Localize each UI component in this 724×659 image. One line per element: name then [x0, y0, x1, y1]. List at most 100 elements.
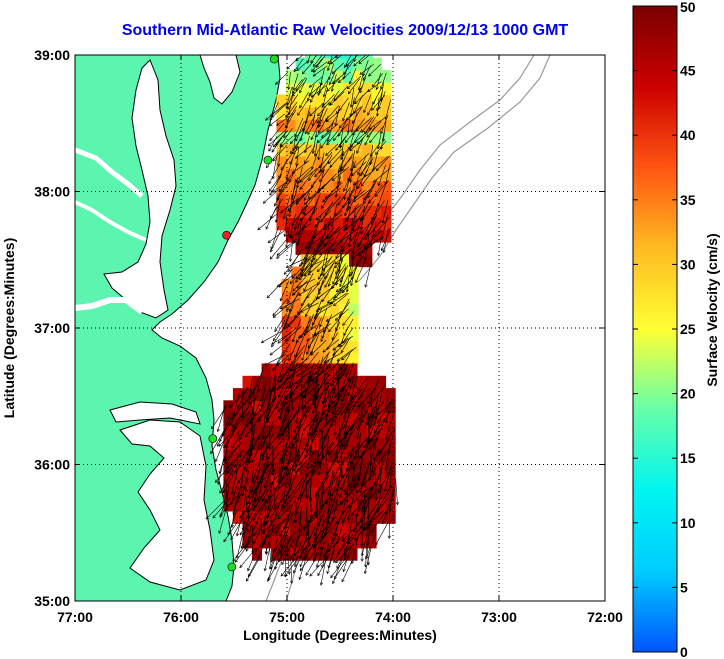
velocity-arrowhead: [321, 170, 325, 173]
velocity-cell: [252, 547, 263, 561]
velocity-arrowhead: [279, 417, 282, 421]
velocity-arrowhead: [255, 499, 258, 503]
velocity-arrowhead: [314, 251, 317, 255]
velocity-arrowhead: [280, 402, 284, 405]
velocity-arrow: [311, 218, 320, 242]
velocity-cell: [329, 266, 340, 280]
velocity-arrowhead: [332, 82, 336, 84]
velocity-arrowhead: [323, 400, 326, 404]
velocity-arrowhead: [285, 467, 287, 471]
velocity-arrowhead: [288, 409, 291, 413]
velocity-arrow: [267, 438, 284, 460]
velocity-arrowhead: [280, 212, 284, 214]
velocity-arrowhead: [341, 579, 345, 583]
velocity-arrowhead: [270, 118, 273, 121]
velocity-cell: [223, 474, 234, 487]
velocity-arrowhead: [337, 552, 341, 555]
velocity-arrowhead: [292, 446, 296, 450]
velocity-cell: [252, 400, 263, 414]
velocity-arrow: [370, 510, 387, 533]
velocity-arrowhead: [285, 340, 289, 342]
velocity-arrowhead: [319, 518, 322, 522]
velocity-arrowhead: [371, 516, 373, 520]
velocity-arrowhead: [318, 504, 321, 508]
velocity-arrowhead: [335, 55, 337, 59]
velocity-arrow: [278, 173, 293, 192]
velocity-arrowhead: [351, 173, 353, 176]
velocity-arrowhead: [241, 510, 244, 514]
velocity-arrow: [327, 497, 331, 525]
velocity-cell: [252, 437, 263, 451]
velocity-arrow: [305, 298, 315, 317]
velocity-arrowhead: [278, 482, 282, 486]
velocity-arrowhead: [305, 449, 307, 453]
velocity-arrowhead: [344, 412, 348, 415]
colorbar-tick-label: 35: [680, 192, 696, 208]
velocity-arrowhead: [342, 540, 346, 542]
velocity-cell: [305, 205, 316, 218]
map-title: Southern Mid-Atlantic Raw Velocities 200…: [121, 22, 569, 39]
velocity-arrowhead: [272, 189, 274, 193]
x-tick-label: 74:00: [375, 609, 411, 625]
velocity-arrowhead: [270, 559, 274, 563]
velocity-arrowhead: [353, 195, 355, 199]
velocity-arrow: [344, 177, 350, 200]
velocity-arrowhead: [302, 225, 306, 228]
velocity-arrowhead: [283, 534, 286, 538]
velocity-arrow: [336, 97, 349, 115]
velocity-arrow: [326, 128, 341, 146]
velocity-arrow: [339, 301, 350, 318]
velocity-arrowhead: [288, 258, 291, 262]
velocity-arrowhead: [302, 72, 306, 75]
velocity-arrow: [351, 161, 367, 177]
velocity-arrowhead: [336, 112, 340, 115]
velocity-arrowhead: [319, 582, 322, 586]
velocity-arrowhead: [339, 145, 341, 149]
velocity-cell: [261, 375, 272, 389]
velocity-arrowhead: [349, 274, 353, 277]
velocity-arrowhead: [344, 197, 347, 200]
velocity-arrow: [263, 188, 280, 204]
velocity-arrowhead: [335, 256, 339, 259]
velocity-arrowhead: [325, 154, 329, 156]
velocity-cell: [337, 449, 348, 463]
velocity-arrowhead: [319, 170, 322, 174]
velocity-arrowhead: [295, 470, 298, 474]
velocity-arrowhead: [310, 327, 314, 330]
velocity-arrowhead: [230, 501, 232, 505]
velocity-arrowhead: [326, 90, 330, 92]
velocity-arrow: [389, 485, 394, 512]
velocity-cell: [314, 57, 325, 71]
velocity-arrowhead: [277, 410, 281, 413]
velocity-arrowhead: [325, 235, 327, 239]
velocity-arrowhead: [251, 432, 254, 436]
velocity-arrowhead: [225, 459, 228, 463]
velocity-arrowhead: [308, 92, 311, 96]
velocity-arrow: [309, 555, 329, 577]
velocity-arrowhead: [337, 203, 341, 206]
velocity-arrowhead: [264, 522, 266, 526]
velocity-arrowhead: [219, 515, 223, 518]
velocity-arrowhead: [343, 196, 345, 200]
velocity-arrow: [249, 379, 252, 405]
velocity-arrow: [321, 285, 334, 302]
velocity-arrowhead: [318, 124, 322, 128]
velocity-arrow: [289, 145, 299, 165]
velocity-arrow: [205, 500, 225, 520]
velocity-arrowhead: [276, 284, 279, 288]
velocity-arrowhead: [305, 365, 307, 369]
velocity-arrow: [225, 449, 245, 470]
velocity-arrow: [313, 376, 329, 398]
velocity-arrow: [242, 511, 257, 536]
velocity-arrow: [301, 387, 320, 410]
velocity-arrowhead: [334, 261, 337, 265]
velocity-arrowhead: [277, 342, 281, 344]
velocity-arrowhead: [347, 541, 350, 545]
velocity-arrowhead: [363, 257, 366, 261]
velocity-arrowhead: [280, 168, 284, 171]
velocity-arrow: [330, 55, 343, 65]
velocity-arrowhead: [295, 339, 297, 343]
velocity-arrowhead: [271, 399, 274, 403]
velocity-arrowhead: [365, 564, 368, 568]
velocity-arrow: [236, 386, 248, 410]
